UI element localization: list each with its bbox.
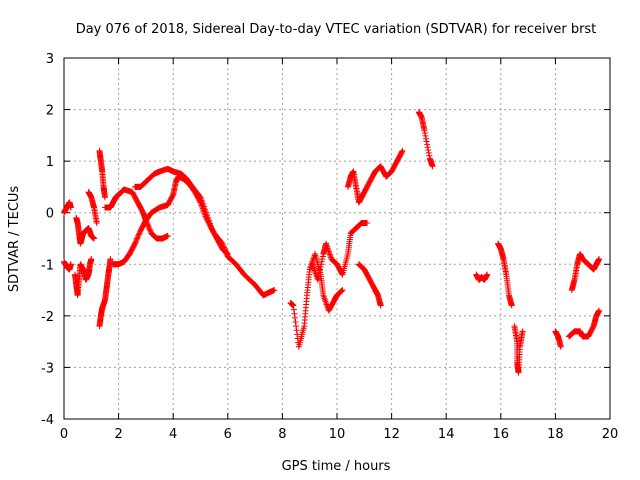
y-tick-label: -3 — [41, 361, 54, 376]
x-tick-label: 18 — [547, 427, 564, 442]
data-point — [132, 239, 139, 246]
data-point — [67, 261, 74, 268]
data-point — [164, 232, 171, 239]
data-point — [508, 302, 515, 309]
data-point — [291, 310, 298, 317]
x-axis-label: GPS time / hours — [282, 459, 391, 474]
data-point — [426, 152, 433, 159]
data-point — [557, 343, 564, 350]
data-point — [91, 235, 98, 242]
data-point — [425, 147, 432, 154]
data-point — [319, 256, 326, 263]
data-point — [421, 127, 428, 134]
data-point — [315, 274, 322, 281]
data-point — [88, 256, 95, 263]
data-point — [314, 276, 321, 283]
data-point — [424, 144, 431, 151]
x-tick-label: 16 — [493, 427, 510, 442]
data-point — [398, 148, 405, 155]
y-tick-label: -2 — [41, 310, 54, 325]
data-point — [317, 263, 324, 270]
data-points — [61, 109, 603, 376]
data-point — [429, 163, 436, 170]
data-point — [93, 220, 100, 227]
data-point — [338, 288, 345, 295]
data-point — [338, 287, 345, 294]
data-point — [134, 234, 141, 241]
data-point — [423, 138, 430, 145]
data-point — [145, 223, 152, 230]
y-tick-label: 2 — [46, 104, 54, 119]
x-tick-label: 20 — [602, 427, 619, 442]
data-point — [425, 149, 432, 156]
data-point — [519, 328, 526, 335]
data-point — [422, 135, 429, 142]
data-point — [101, 194, 108, 201]
data-point — [596, 256, 603, 263]
data-point — [290, 306, 297, 313]
x-tick-label: 10 — [329, 427, 346, 442]
data-point — [224, 250, 231, 257]
data-point — [290, 302, 297, 309]
data-point — [133, 238, 140, 245]
data-point — [291, 314, 298, 321]
y-tick-label: -4 — [41, 413, 54, 428]
data-point — [424, 141, 431, 148]
x-tick-label: 2 — [114, 427, 122, 442]
data-point — [484, 271, 491, 278]
data-point — [318, 261, 325, 268]
data-point — [319, 253, 326, 260]
y-tick-label: 1 — [46, 155, 54, 170]
data-point — [223, 249, 230, 256]
data-point — [196, 193, 203, 200]
x-tick-label: 0 — [60, 427, 68, 442]
y-tick-label: 0 — [46, 207, 54, 222]
data-point — [135, 232, 142, 239]
data-point — [107, 256, 114, 263]
y-tick-label: 3 — [46, 52, 54, 67]
chart-title: Day 076 of 2018, Sidereal Day-to-day VTE… — [76, 22, 597, 37]
data-point — [293, 323, 300, 330]
data-point — [136, 230, 143, 237]
x-tick-label: 14 — [438, 427, 455, 442]
data-point — [421, 130, 428, 137]
y-axis-label: SDTVAR / TECUs — [7, 186, 22, 293]
data-point — [67, 204, 74, 211]
data-point — [147, 227, 154, 234]
data-point — [134, 235, 141, 242]
data-point — [339, 287, 346, 294]
data-point — [271, 287, 278, 294]
data-point — [292, 319, 299, 326]
data-point — [146, 226, 153, 233]
data-point — [146, 225, 153, 232]
data-point — [135, 231, 142, 238]
data-point — [364, 220, 371, 227]
data-point — [131, 240, 138, 247]
data-point — [399, 147, 406, 154]
x-tick-label: 4 — [169, 427, 177, 442]
x-tick-label: 12 — [383, 427, 400, 442]
data-point — [317, 266, 324, 273]
y-tick-label: -1 — [41, 258, 54, 273]
data-point — [338, 270, 345, 277]
data-point — [133, 236, 140, 243]
x-tick-label: 6 — [224, 427, 232, 442]
data-point — [596, 307, 603, 314]
x-tick-label: 8 — [278, 427, 286, 442]
data-point — [318, 258, 325, 265]
grid-lines — [64, 58, 610, 419]
data-point — [377, 302, 384, 309]
data-point — [224, 250, 231, 257]
data-point — [422, 132, 429, 139]
data-point — [315, 271, 322, 278]
data-point — [316, 269, 323, 276]
data-point — [293, 327, 300, 334]
